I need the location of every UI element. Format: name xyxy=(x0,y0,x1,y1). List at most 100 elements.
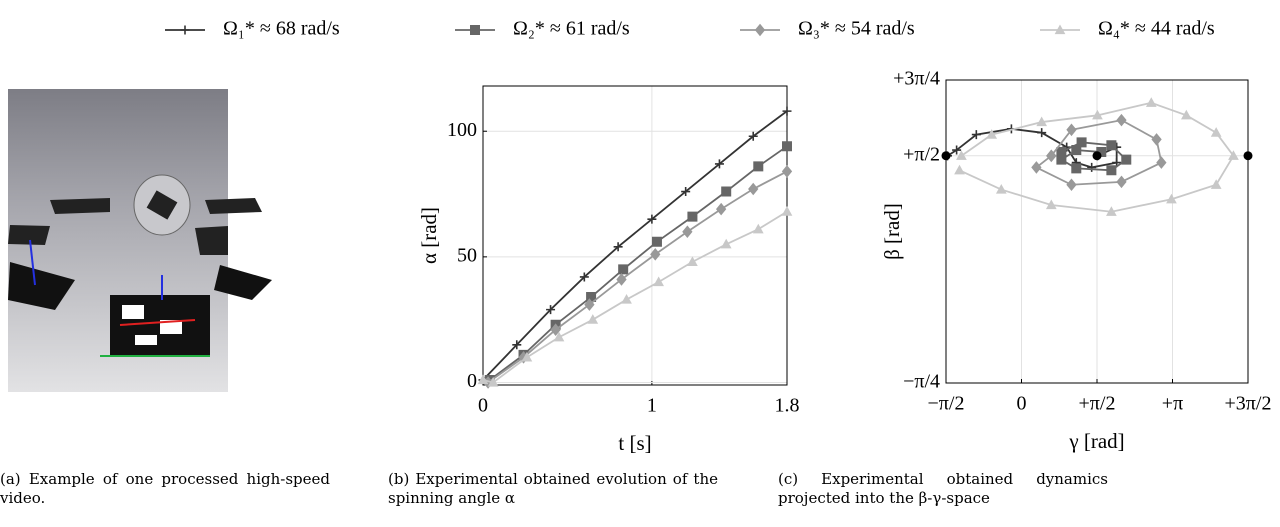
legend-label: Ω₃* ≈ 54 rad/s xyxy=(798,18,915,40)
marker xyxy=(553,331,565,342)
series-line xyxy=(959,101,1235,213)
series-line xyxy=(487,170,788,384)
marker xyxy=(1106,140,1117,151)
y-axis-label: α [rad] xyxy=(417,207,441,264)
series-line xyxy=(489,145,788,381)
point xyxy=(941,151,951,161)
marker xyxy=(579,272,589,282)
x-tick-label: +3π/2 xyxy=(1225,393,1272,415)
marker xyxy=(1210,127,1222,137)
marker xyxy=(487,376,499,387)
marker xyxy=(715,202,727,216)
marker xyxy=(781,165,793,178)
marker xyxy=(1106,206,1117,216)
marker xyxy=(1087,162,1097,172)
marker xyxy=(180,25,190,35)
marker xyxy=(651,236,662,247)
marker xyxy=(1076,137,1087,148)
caption: (b) Experimental obtained evolution of t… xyxy=(388,470,718,507)
marker xyxy=(546,305,556,315)
marker xyxy=(1066,123,1077,137)
y-tick-label: 50 xyxy=(457,244,477,266)
marker xyxy=(687,211,698,222)
marker xyxy=(1151,133,1162,146)
marker xyxy=(682,225,693,239)
marker xyxy=(720,238,732,249)
x-tick-label: 1 xyxy=(647,395,657,417)
marker xyxy=(1037,128,1047,138)
marker xyxy=(952,145,962,155)
marker xyxy=(584,298,595,311)
marker xyxy=(986,129,998,139)
marker xyxy=(748,131,758,141)
y-tick-label: +π/2 xyxy=(903,143,940,165)
marker xyxy=(954,164,965,175)
marker xyxy=(1045,199,1057,210)
marker xyxy=(714,159,724,169)
point xyxy=(1092,151,1102,161)
marker xyxy=(681,187,691,197)
plot-frame xyxy=(482,85,788,386)
legend-label: Ω₄* ≈ 44 rad/s xyxy=(1098,18,1215,40)
x-tick-label: +π/2 xyxy=(1079,393,1116,415)
marker xyxy=(1036,116,1048,127)
marker xyxy=(781,206,793,216)
x-axis-label: t [s] xyxy=(618,431,651,455)
marker xyxy=(1106,165,1117,176)
marker xyxy=(550,323,561,337)
marker xyxy=(1121,154,1132,165)
marker xyxy=(1071,145,1082,156)
marker xyxy=(1181,109,1192,120)
marker xyxy=(1066,178,1077,192)
y-tick-label: +3π/4 xyxy=(893,68,940,90)
marker xyxy=(587,314,599,324)
y-tick-label: 100 xyxy=(447,119,477,141)
marker xyxy=(1046,149,1057,163)
caption: (c) Experimental obtained dynamics proje… xyxy=(778,470,1108,507)
marker xyxy=(1145,97,1157,107)
marker xyxy=(1210,179,1222,189)
point xyxy=(1243,151,1253,161)
marker xyxy=(1092,109,1103,120)
y-tick-label: 0 xyxy=(467,370,477,392)
marker xyxy=(782,141,792,152)
marker xyxy=(687,256,698,266)
marker xyxy=(647,214,657,224)
marker xyxy=(512,340,522,350)
marker xyxy=(995,184,1007,194)
marker xyxy=(1228,150,1239,160)
marker xyxy=(782,106,792,116)
marker xyxy=(1116,113,1127,127)
x-tick-label: −π/2 xyxy=(928,393,965,415)
x-axis-label: γ [rad] xyxy=(1068,429,1124,453)
series-line xyxy=(482,110,788,381)
marker xyxy=(650,248,661,261)
marker xyxy=(616,273,627,286)
marker xyxy=(721,186,732,197)
legend-label: Ω₂* ≈ 61 rad/s xyxy=(513,18,630,40)
marker xyxy=(1031,161,1042,174)
marker xyxy=(1056,154,1067,165)
marker xyxy=(1071,163,1082,174)
marker xyxy=(1116,175,1127,189)
marker xyxy=(477,374,489,385)
marker xyxy=(521,351,533,362)
photo xyxy=(8,89,272,392)
marker xyxy=(748,182,759,196)
x-tick-label: 0 xyxy=(1017,393,1027,415)
legend-label: Ω₁* ≈ 68 rad/s xyxy=(223,18,340,40)
marker xyxy=(1156,156,1167,169)
x-tick-label: 1.8 xyxy=(775,395,800,417)
caption: (a) Example of one processed high-speed … xyxy=(0,470,330,507)
marker xyxy=(1166,193,1177,204)
marker xyxy=(753,161,764,172)
marker xyxy=(618,264,629,275)
y-tick-label: −π/4 xyxy=(903,371,940,393)
marker xyxy=(1054,24,1066,35)
marker xyxy=(621,294,632,304)
x-tick-label: +π xyxy=(1162,393,1183,415)
y-axis-label: β [rad] xyxy=(880,203,904,260)
marker xyxy=(971,130,981,140)
marker xyxy=(752,223,764,234)
